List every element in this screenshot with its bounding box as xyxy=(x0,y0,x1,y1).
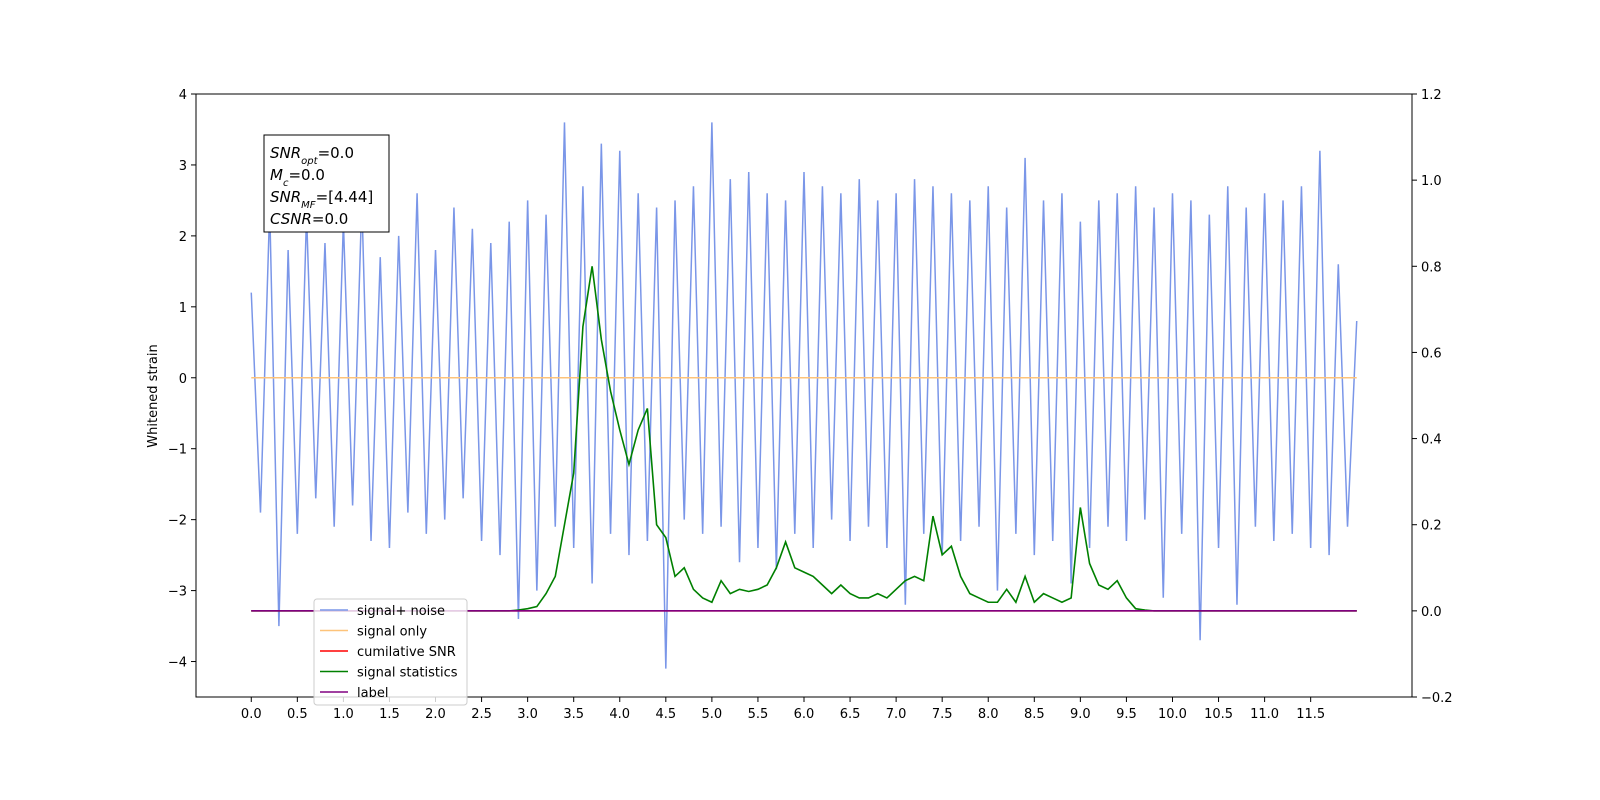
x-tick-label: 4.0 xyxy=(609,707,630,722)
x-tick-label: 8.5 xyxy=(1024,707,1045,722)
annotation-subscript: c xyxy=(283,178,289,189)
annotation-value: =0.0 xyxy=(288,166,324,184)
y2-tick-label: 0.6 xyxy=(1421,346,1442,361)
legend-label: signal only xyxy=(357,625,427,640)
y2-tick-label: 1.2 xyxy=(1421,88,1442,103)
x-tick-label: 9.0 xyxy=(1070,707,1091,722)
x-tick-label: 7.0 xyxy=(886,707,907,722)
x-tick-label: 2.0 xyxy=(425,707,446,722)
y-tick-label: 2 xyxy=(179,230,187,245)
x-tick-label: 0.0 xyxy=(241,707,262,722)
y-tick-label: −3 xyxy=(168,585,187,600)
legend-box xyxy=(313,598,468,706)
y2-tick-label: 0.8 xyxy=(1421,260,1442,275)
annotation: CSNR=0.0 xyxy=(270,210,348,228)
x-tick-label: 10.0 xyxy=(1158,707,1187,722)
annotation: Mc=0.0 xyxy=(270,166,325,189)
legend-label: label xyxy=(357,686,388,701)
annotation-value: =0.0 xyxy=(318,144,354,162)
x-tick-label: 6.0 xyxy=(794,707,815,722)
y-tick-label: −1 xyxy=(168,443,187,458)
y2-tick-label: 0.2 xyxy=(1421,519,1442,534)
y-tick-label: −2 xyxy=(168,514,187,529)
x-tick-label: 11.5 xyxy=(1296,707,1325,722)
annotation-symbol: SNR xyxy=(270,144,301,162)
annotation-symbol: M xyxy=(270,166,283,184)
y2-tick-label: −0.2 xyxy=(1421,691,1453,706)
y-tick-label: 0 xyxy=(179,372,187,387)
annotation-value: =[4.44] xyxy=(316,188,374,206)
legend-label: cumilative SNR xyxy=(357,645,456,660)
y-tick-label: 3 xyxy=(179,159,187,174)
series-line xyxy=(250,122,1358,669)
annotation-symbol: CSNR xyxy=(270,210,312,228)
annotation-value: =0.0 xyxy=(312,210,348,228)
y2-tick-label: 0.4 xyxy=(1421,433,1442,448)
x-tick-label: 8.0 xyxy=(978,707,999,722)
x-tick-label: 2.5 xyxy=(471,707,492,722)
x-tick-label: 9.5 xyxy=(1116,707,1137,722)
y2-tick-label: 0.0 xyxy=(1421,605,1442,620)
legend-label: signal statistics xyxy=(357,666,458,681)
legend-label: signal+ noise xyxy=(357,604,445,619)
x-tick-label: 4.5 xyxy=(655,707,676,722)
x-tick-label: 7.5 xyxy=(932,707,953,722)
y2-tick-label: 1.0 xyxy=(1421,174,1442,189)
x-tick-label: 5.0 xyxy=(702,707,723,722)
annotation-subscript: opt xyxy=(301,156,318,167)
x-tick-label: 3.5 xyxy=(563,707,584,722)
x-tick-label: 5.5 xyxy=(748,707,769,722)
x-tick-label: 11.0 xyxy=(1250,707,1279,722)
x-tick-label: 1.0 xyxy=(333,707,354,722)
annotation: SNRMF=[4.44] xyxy=(270,188,373,211)
annotation-symbol: SNR xyxy=(270,188,301,206)
annotation-box xyxy=(263,134,390,233)
y-tick-label: 4 xyxy=(179,88,187,103)
x-tick-label: 0.5 xyxy=(287,707,308,722)
y-tick-label: 1 xyxy=(179,301,187,316)
x-tick-label: 6.5 xyxy=(840,707,861,722)
y-tick-label: −4 xyxy=(168,656,187,671)
y-axis-label: Whitened strain xyxy=(146,344,161,447)
annotation: SNRopt=0.0 xyxy=(270,144,354,167)
x-tick-label: 10.5 xyxy=(1204,707,1233,722)
x-tick-label: 1.5 xyxy=(379,707,400,722)
x-tick-label: 3.0 xyxy=(517,707,538,722)
annotation-subscript: MF xyxy=(301,200,316,211)
